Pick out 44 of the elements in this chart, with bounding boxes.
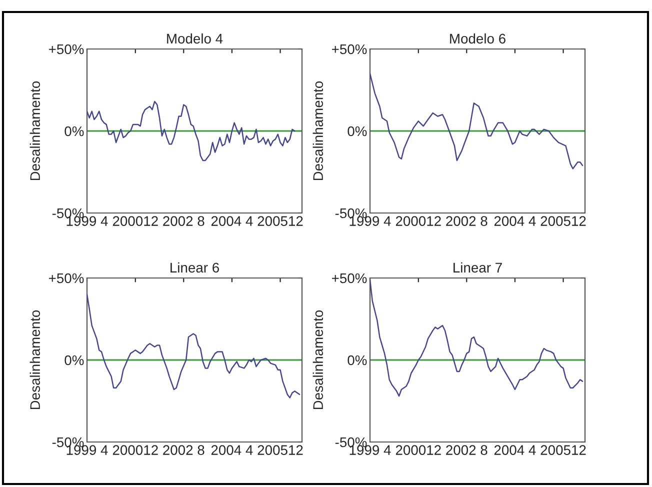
y-tick-label: -50% bbox=[52, 437, 84, 448]
x-tick-label: 200512 bbox=[540, 445, 586, 455]
chart-title: Modelo 6 bbox=[450, 33, 506, 44]
x-tick-label: 1999 4 bbox=[66, 216, 108, 226]
y-axis-title: Desalinhamento bbox=[312, 310, 324, 410]
line-series bbox=[87, 100, 296, 162]
x-tick-label: 1999 4 bbox=[66, 445, 108, 455]
chart-title: Linear 7 bbox=[454, 262, 502, 273]
chart-title: Modelo 4 bbox=[167, 33, 223, 44]
x-tick-label: 200512 bbox=[258, 216, 303, 226]
x-tick-label: 200512 bbox=[540, 216, 586, 226]
y-tick-label: -50% bbox=[335, 437, 367, 448]
y-tick-label: 0% bbox=[64, 355, 84, 366]
y-tick-label: 0% bbox=[64, 126, 84, 136]
y-tick-label: +50% bbox=[332, 44, 367, 54]
line-series bbox=[87, 294, 300, 398]
x-tick-label: 2004 4 bbox=[494, 216, 536, 226]
y-tick-label: 0% bbox=[348, 126, 367, 136]
x-tick-label: 2002 8 bbox=[163, 445, 204, 455]
line-series bbox=[370, 279, 584, 397]
x-tick-label: 1999 4 bbox=[350, 445, 391, 455]
x-tick-label: 2004 4 bbox=[211, 445, 253, 455]
y-tick-label: 0% bbox=[348, 355, 367, 366]
x-tick-label: 1999 4 bbox=[350, 216, 391, 226]
x-tick-label: 2002 8 bbox=[446, 216, 488, 226]
x-tick-label: 2004 4 bbox=[211, 216, 253, 226]
x-tick-label: 2004 4 bbox=[494, 445, 536, 455]
y-axis-title: Desalinhamento bbox=[30, 310, 40, 410]
x-tick-label: 200512 bbox=[258, 445, 303, 455]
line-series bbox=[370, 72, 584, 170]
x-tick-label: 200012 bbox=[396, 216, 441, 226]
y-tick-label: +50% bbox=[332, 273, 367, 284]
x-tick-label: 2002 8 bbox=[163, 216, 204, 226]
y-axis-title: Desalinhamento bbox=[312, 81, 324, 180]
x-tick-label: 200012 bbox=[112, 216, 158, 226]
x-tick-label: 200012 bbox=[396, 445, 441, 455]
y-axis-title: Desalinhamento bbox=[30, 81, 40, 180]
y-tick-label: +50% bbox=[48, 273, 84, 284]
y-tick-label: -50% bbox=[52, 208, 84, 218]
y-tick-label: +50% bbox=[48, 44, 84, 54]
x-tick-label: 200012 bbox=[112, 445, 158, 455]
y-tick-label: -50% bbox=[335, 208, 367, 218]
x-tick-label: 2002 8 bbox=[446, 445, 488, 455]
chart-title: Linear 6 bbox=[170, 262, 219, 273]
